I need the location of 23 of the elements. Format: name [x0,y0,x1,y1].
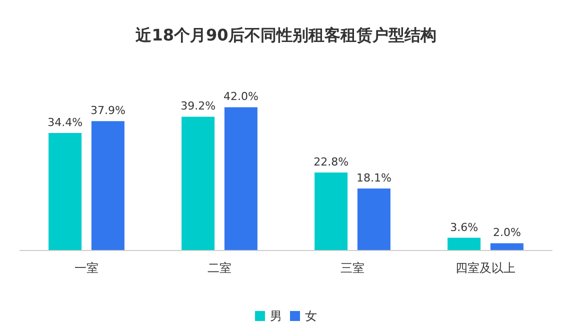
bar [182,116,215,250]
bar [448,238,481,250]
bar [91,121,124,250]
x-tick-label: 二室 [208,261,232,275]
data-label: 39.2% [180,100,216,113]
bar [357,188,390,250]
legend-label: 男 [270,309,282,323]
x-tick-label: 一室 [74,261,98,275]
x-tick-label: 四室及以上 [456,261,516,275]
data-label: 22.8% [314,155,349,168]
data-label: 2.0% [492,226,521,240]
data-label: 3.6% [450,220,478,234]
legend-label: 女 [305,309,317,323]
data-label: 18.1% [356,171,392,184]
data-label: 37.9% [90,104,126,118]
bar [48,133,82,250]
x-tick-label: 三室 [340,261,364,275]
bar [490,243,524,250]
chart-title: 近18个月90后不同性别租客租赁户型结构 [134,26,436,44]
data-label: 42.0% [223,90,258,104]
bar [314,172,348,250]
bar [224,107,258,250]
data-label: 34.4% [48,116,83,130]
